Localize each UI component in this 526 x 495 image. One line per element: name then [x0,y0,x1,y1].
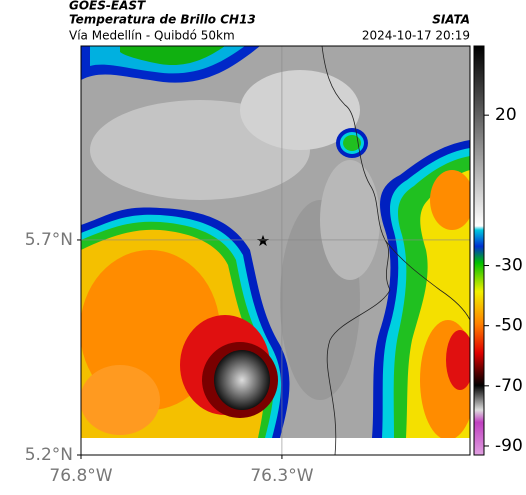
colorbar-tick-label: -70 [495,376,523,396]
colorbar-tick-label: 20 [495,105,517,125]
y-tick-label: 5.2°N [25,445,73,465]
timestamp: 2024-10-17 20:19 [362,29,470,43]
y-tick-label: 5.7°N [25,230,73,250]
colorbar [473,45,485,456]
product: Temperatura de Brillo CH13 [69,13,256,27]
x-tick-label: 76.8°W [49,466,112,486]
x-tick-label: 76.3°W [250,466,313,486]
colorbar-tick-label: -50 [495,316,523,336]
satellite: GOES-EAST [69,0,146,13]
route: Vía Medellín - Quibdó 50km [69,29,235,43]
map-frame [80,45,471,456]
source: SIATA [432,13,470,27]
satellite-image [81,46,470,455]
colorbar-tick-label: -30 [495,256,523,276]
colorbar-tick-label: -90 [495,436,523,456]
